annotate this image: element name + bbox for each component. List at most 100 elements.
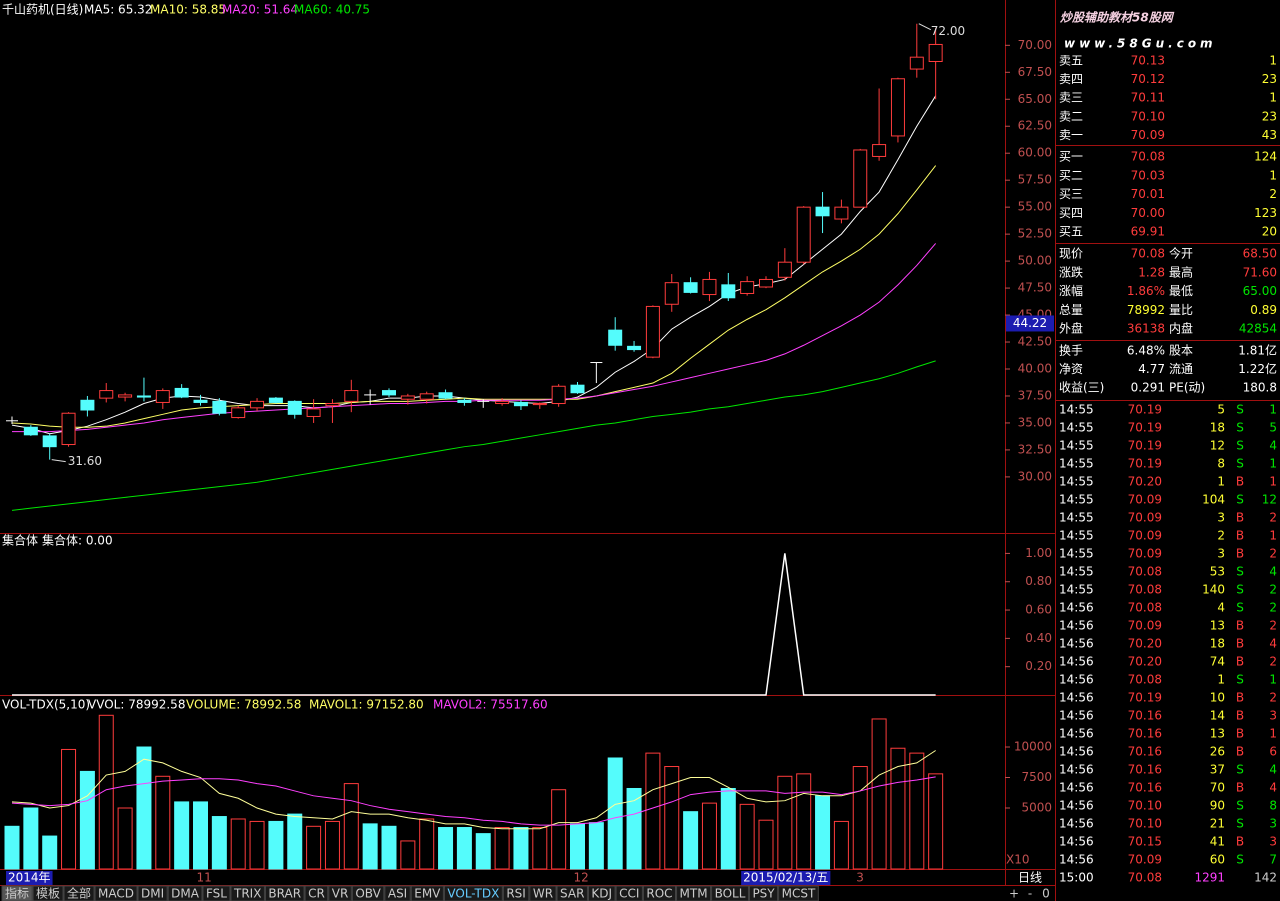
indicator-tab[interactable]: EMV (414, 887, 441, 901)
trade-volume: 13 (1210, 727, 1225, 741)
tab-box[interactable] (202, 885, 231, 901)
volume-bar (532, 827, 548, 870)
control-button[interactable]: + (1009, 887, 1019, 901)
tab-box[interactable] (556, 885, 588, 901)
indicator-tab[interactable]: 指标 (5, 886, 29, 901)
x-tick-label: 11 (197, 871, 212, 885)
y-tick-label: 10000 (1014, 740, 1052, 754)
tab-box[interactable] (230, 885, 265, 901)
book-label: 卖三 (1059, 91, 1083, 105)
tab-box[interactable] (63, 885, 95, 901)
period-label[interactable]: 日线 (1018, 871, 1042, 885)
indicator-tab[interactable]: 全部 (67, 886, 91, 901)
indicator-tab[interactable]: CCI (619, 887, 639, 901)
book-label: 买四 (1059, 206, 1083, 220)
volume-bar (815, 795, 831, 870)
indicator-tab[interactable]: ASI (388, 887, 407, 901)
tab-box[interactable] (351, 885, 385, 901)
tab-box[interactable] (328, 885, 352, 901)
y-tick-label: 60.00 (1018, 146, 1052, 160)
candle-body (457, 399, 472, 403)
indicator-tab[interactable]: OBV (355, 887, 381, 901)
indicator-tab[interactable]: RSI (506, 887, 526, 901)
tab-box[interactable] (615, 885, 643, 901)
quote-label: 最低 (1169, 284, 1193, 298)
tab-box[interactable] (94, 885, 138, 901)
tab-box[interactable] (587, 885, 616, 901)
volume-bar (79, 770, 95, 870)
indicator-tab[interactable]: ROC (646, 887, 672, 901)
trade-volume: 21 (1210, 817, 1225, 831)
tab-box[interactable] (711, 885, 749, 901)
stat-value: 6.48% (1127, 344, 1165, 358)
indicator-tab[interactable]: KDJ (591, 887, 612, 901)
indicator-tab[interactable]: 模板 (36, 887, 60, 901)
trade-time: 14:55 (1059, 475, 1094, 489)
tab-box[interactable] (676, 885, 712, 901)
cursor-date-box (6, 871, 53, 885)
tab-box[interactable] (502, 885, 530, 901)
trade-volume: 140 (1202, 583, 1225, 597)
trade-count: 2 (1269, 619, 1277, 633)
trade-time: 14:56 (1059, 709, 1094, 723)
candle-body (645, 305, 660, 358)
candle-body (212, 400, 227, 414)
tab-box[interactable] (748, 885, 779, 901)
indicator-tab[interactable]: DMI (141, 887, 164, 901)
stat-value: 0.291 (1131, 381, 1165, 395)
indicator-tab[interactable]: WR (533, 887, 553, 901)
volume-bar (645, 752, 661, 870)
book-price: 70.11 (1131, 91, 1165, 105)
tab-box[interactable] (642, 885, 677, 901)
tab-box[interactable] (443, 885, 503, 901)
tab-box[interactable] (167, 885, 203, 901)
trade-price: 70.08 (1128, 565, 1162, 579)
indicator-tab[interactable]: MTM (680, 887, 708, 901)
indicator-tab[interactable]: CR (308, 887, 325, 901)
candle-body (99, 390, 114, 399)
indicator-label: 集合体: 0.00 (42, 533, 113, 548)
indicator-tab[interactable]: VR (332, 887, 349, 901)
stat-value: 1.81亿 (1238, 343, 1277, 358)
tab-box[interactable] (384, 885, 411, 901)
trade-count: 1 (1269, 673, 1277, 687)
mavol1-label: MAVOL1: 97152.80 (309, 698, 424, 712)
tab-box[interactable] (778, 885, 819, 901)
y-tick-label: 5000 (1021, 801, 1052, 815)
tab-box[interactable] (1, 885, 33, 901)
trade-price: 70.09 (1128, 493, 1162, 507)
indicator-tab[interactable]: BOLL (715, 887, 746, 901)
y-tick-label: 42.50 (1018, 335, 1052, 349)
indicator-tab[interactable]: FSL (206, 887, 227, 901)
trade-side: B (1236, 745, 1244, 759)
indicator-tab[interactable]: MCST (782, 887, 816, 901)
trade-side: S (1236, 403, 1244, 417)
tab-box[interactable] (410, 885, 444, 901)
tab-box[interactable] (137, 885, 168, 901)
indicator-tab[interactable]: MACD (98, 887, 134, 901)
candle-body (608, 329, 623, 346)
control-button[interactable]: - (1028, 887, 1032, 901)
candle-body (796, 206, 811, 263)
tab-box[interactable] (32, 885, 64, 901)
indicator-tab[interactable]: SAR (560, 887, 584, 901)
control-button[interactable]: 0 (1042, 887, 1050, 901)
tab-box[interactable] (264, 885, 305, 901)
tab-box[interactable] (304, 885, 329, 901)
trade-price: 70.09 (1128, 547, 1162, 561)
candle-body (419, 393, 434, 400)
indicator-tab[interactable]: BRAR (268, 887, 301, 901)
trade-price: 70.19 (1128, 421, 1162, 435)
indicator-tab[interactable]: VOL-TDX (447, 887, 499, 901)
trade-price: 70.16 (1128, 763, 1162, 777)
trade-volume: 37 (1210, 763, 1225, 777)
indicator-tab[interactable]: PSY (752, 887, 775, 901)
trade-price: 70.10 (1128, 799, 1162, 813)
tab-box[interactable] (529, 885, 557, 901)
volume-bar (570, 823, 585, 870)
indicator-tab[interactable]: DMA (171, 887, 200, 901)
y-tick-label: 67.50 (1018, 65, 1052, 79)
volume-bar (362, 823, 378, 870)
indicator-tab[interactable]: TRIX (233, 887, 261, 901)
